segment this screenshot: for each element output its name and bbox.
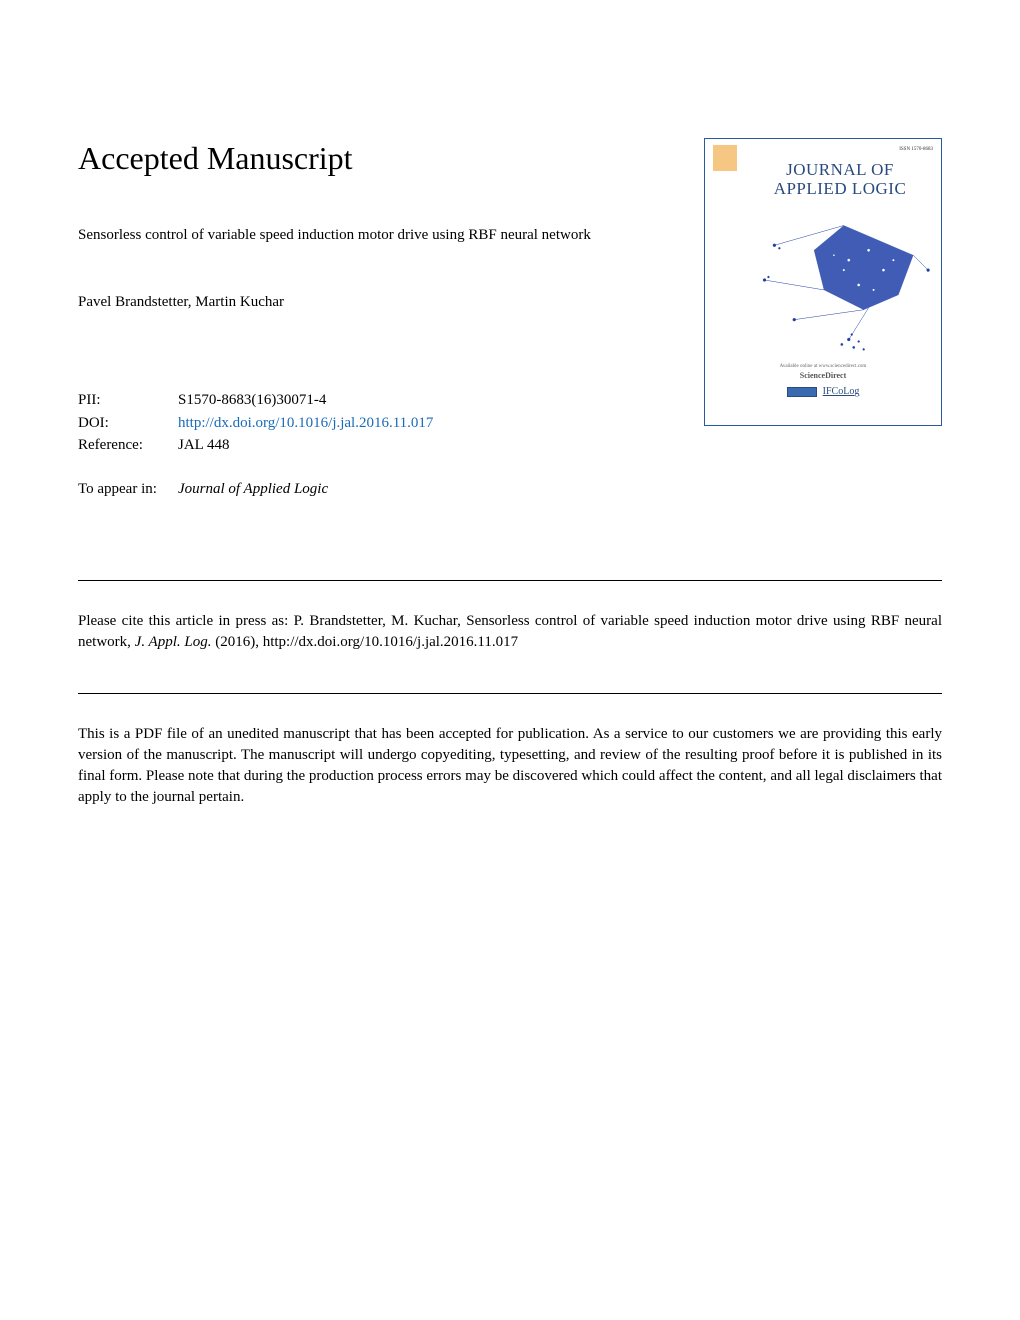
journal-cover: ISSN 1570-8683 JOURNAL OF APPLIED LOGIC <box>704 138 942 426</box>
divider-2 <box>78 693 942 694</box>
citation-text: Please cite this article in press as: P.… <box>78 611 942 653</box>
citation-suffix: (2016), http://dx.doi.org/10.1016/j.jal.… <box>211 634 518 650</box>
sciencedirect-text: ScienceDirect <box>705 371 941 380</box>
doi-label: DOI: <box>78 412 178 435</box>
reference-value: JAL 448 <box>178 434 230 457</box>
elsevier-logo-icon <box>713 145 737 171</box>
appear-value: Journal of Applied Logic <box>178 481 328 498</box>
divider <box>78 580 942 581</box>
reference-label: Reference: <box>78 434 178 457</box>
pii-label: PII: <box>78 389 178 412</box>
doi-link[interactable]: http://dx.doi.org/10.1016/j.jal.2016.11.… <box>178 415 433 431</box>
article-title: Sensorless control of variable speed ind… <box>78 225 618 246</box>
cover-graphic <box>705 200 941 360</box>
journal-name-line2: APPLIED LOGIC <box>747 180 933 199</box>
issn-text: ISSN 1570-8683 <box>899 147 933 152</box>
pii-value: S1570-8683(16)30071-4 <box>178 389 326 412</box>
appear-label: To appear in: <box>78 481 178 498</box>
journal-name-line1: JOURNAL OF <box>747 161 933 180</box>
ifcolog-logo-icon <box>787 387 817 397</box>
disclaimer-text: This is a PDF file of an unedited manusc… <box>78 724 942 808</box>
journal-name: JOURNAL OF APPLIED LOGIC <box>747 145 933 198</box>
available-text: Available online at www.sciencedirect.co… <box>705 364 941 369</box>
ifcolog-text: IFCoLog <box>823 386 860 397</box>
citation-journal: J. Appl. Log. <box>135 634 212 650</box>
network-graphic-icon <box>705 200 941 360</box>
